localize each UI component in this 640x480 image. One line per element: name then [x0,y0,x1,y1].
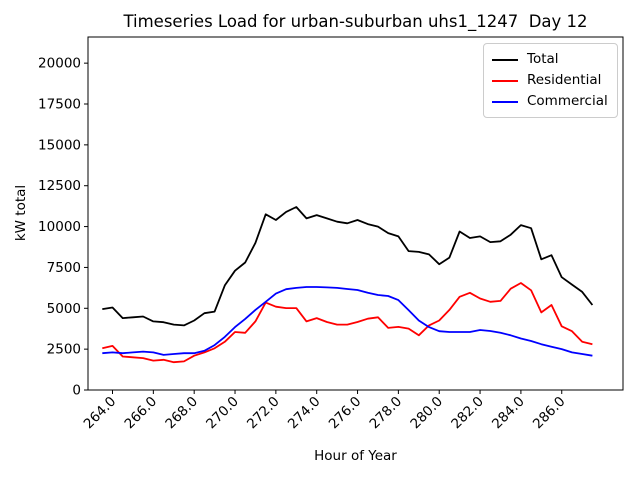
x-tick-label: 286.0 [530,394,569,433]
y-tick-label: 15000 [38,137,81,153]
legend-item-residential: Residential [492,70,609,91]
x-tick-label: 270.0 [203,394,242,433]
y-tick-label: 12500 [38,178,81,194]
x-tick-label: 284.0 [489,394,528,433]
y-tick-label: 7500 [47,260,81,276]
x-tick-label: 280.0 [407,394,446,433]
y-tick-label: 17500 [38,97,81,113]
series-line-residential [102,282,593,364]
legend-label-commercial: Commercial [527,93,608,109]
legend-item-total: Total [492,49,609,70]
y-tick-label: 10000 [38,219,81,235]
x-tick-label: 276.0 [326,394,365,433]
x-axis-label: Hour of Year [314,448,397,464]
legend-swatch-total [492,58,518,61]
legend-item-commercial: Commercial [492,91,609,112]
legend-label-total: Total [527,51,559,67]
y-tick-label: 2500 [47,342,81,358]
legend-label-residential: Residential [527,72,602,88]
axes-frame [87,36,624,391]
x-tick-label: 264.0 [81,394,120,433]
legend-swatch-residential [492,79,518,82]
x-tick-label: 274.0 [285,394,324,433]
x-tick-label: 282.0 [448,394,487,433]
x-tick-label: 268.0 [162,394,201,433]
legend: Total Residential Commercial [483,43,618,118]
y-tick-label: 0 [72,383,81,399]
y-tick-label: 20000 [38,56,81,72]
legend-swatch-commercial [492,100,518,103]
series-line-total [102,206,594,327]
y-tick-label: 5000 [47,301,81,317]
chart-title: Timeseries Load for urban-suburban uhs1_… [123,12,588,31]
x-tick-label: 278.0 [367,394,406,433]
x-tick-label: 266.0 [122,394,161,433]
y-axis-label: kW total [13,184,29,242]
x-tick-label: 272.0 [244,394,283,433]
series-line-commercial [102,286,593,357]
